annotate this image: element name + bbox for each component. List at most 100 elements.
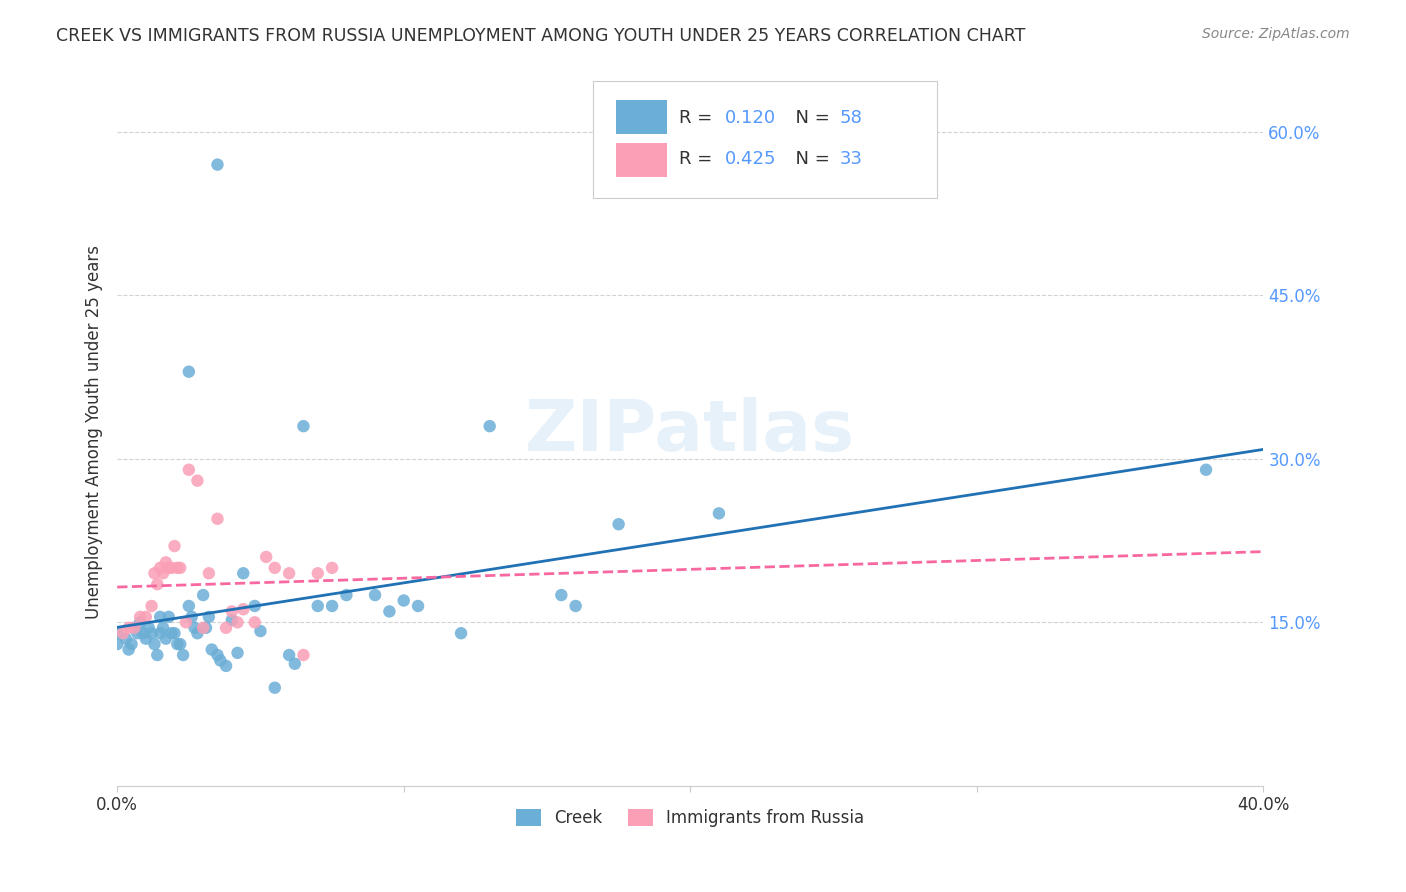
FancyBboxPatch shape [616,100,668,134]
Immigrants from Russia [155,555,177,569]
Creek [105,637,128,651]
Text: R =: R = [679,109,718,127]
Immigrants from Russia [207,512,229,526]
Creek [124,621,146,635]
Creek [278,648,301,662]
Immigrants from Russia [146,577,169,591]
Immigrants from Russia [263,561,285,575]
Text: 0.120: 0.120 [724,109,776,127]
Creek [232,566,254,581]
Immigrants from Russia [191,621,214,635]
Text: CREEK VS IMMIGRANTS FROM RUSSIA UNEMPLOYMENT AMONG YOUTH UNDER 25 YEARS CORRELAT: CREEK VS IMMIGRANTS FROM RUSSIA UNEMPLOY… [56,27,1025,45]
Creek [364,588,387,602]
Creek [450,626,472,640]
Creek [564,599,586,613]
Creek [226,646,249,660]
Immigrants from Russia [226,615,249,630]
Immigrants from Russia [177,463,200,477]
Creek [169,637,191,651]
Creek [105,626,128,640]
Creek [141,626,163,640]
Creek [118,642,141,657]
Creek [284,657,307,671]
Text: 0.425: 0.425 [724,150,776,168]
Creek [152,621,174,635]
Creek [392,593,415,607]
Immigrants from Russia [215,621,238,635]
Creek [607,517,630,532]
Creek [249,624,271,638]
Immigrants from Russia [111,626,134,640]
Immigrants from Russia [149,561,172,575]
Creek [132,626,155,640]
Immigrants from Russia [157,561,180,575]
Creek [198,610,221,624]
Immigrants from Russia [135,610,157,624]
Immigrants from Russia [198,566,221,581]
Creek [201,642,224,657]
Creek [177,365,200,379]
Immigrants from Russia [143,566,166,581]
Immigrants from Russia [186,474,208,488]
Text: R =: R = [679,150,718,168]
Immigrants from Russia [163,539,186,553]
Creek [172,648,194,662]
Immigrants from Russia [141,599,163,613]
Creek [406,599,429,613]
Creek [307,599,329,613]
Creek [121,637,143,651]
Immigrants from Russia [321,561,343,575]
Immigrants from Russia [232,602,254,616]
Immigrants from Russia [243,615,266,630]
Immigrants from Russia [221,604,243,618]
Creek [207,648,229,662]
FancyBboxPatch shape [593,81,936,198]
Creek [550,588,572,602]
Creek [143,637,166,651]
Creek [155,632,177,646]
Immigrants from Russia [118,621,141,635]
Creek [138,621,160,635]
Text: ZIPatlas: ZIPatlas [526,397,855,467]
Immigrants from Russia [124,621,146,635]
Creek [135,632,157,646]
Creek [149,626,172,640]
Creek [114,632,136,646]
Immigrants from Russia [129,610,152,624]
Text: 33: 33 [839,150,862,168]
Creek [183,621,205,635]
Creek [221,613,243,627]
Creek [263,681,285,695]
Immigrants from Russia [292,648,315,662]
Creek [160,626,183,640]
Legend: Creek, Immigrants from Russia: Creek, Immigrants from Russia [509,803,870,834]
Creek [707,506,730,520]
Immigrants from Russia [169,561,191,575]
Text: N =: N = [785,109,835,127]
Y-axis label: Unemployment Among Youth under 25 years: Unemployment Among Youth under 25 years [86,244,103,619]
Creek [146,648,169,662]
Immigrants from Russia [254,549,277,564]
Creek [335,588,357,602]
Text: 58: 58 [839,109,862,127]
Immigrants from Russia [174,615,197,630]
Creek [378,604,401,618]
Immigrants from Russia [307,566,329,581]
Creek [163,626,186,640]
Creek [321,599,343,613]
Creek [166,637,188,651]
Creek [157,610,180,624]
Creek [180,610,202,624]
Immigrants from Russia [160,561,183,575]
Text: Source: ZipAtlas.com: Source: ZipAtlas.com [1202,27,1350,41]
Creek [195,621,218,635]
Creek [191,588,214,602]
Creek [292,419,315,434]
Creek [129,615,152,630]
Creek [209,653,232,667]
Creek [243,599,266,613]
Creek [1195,463,1218,477]
Creek [478,419,501,434]
Creek [177,599,200,613]
Immigrants from Russia [278,566,301,581]
